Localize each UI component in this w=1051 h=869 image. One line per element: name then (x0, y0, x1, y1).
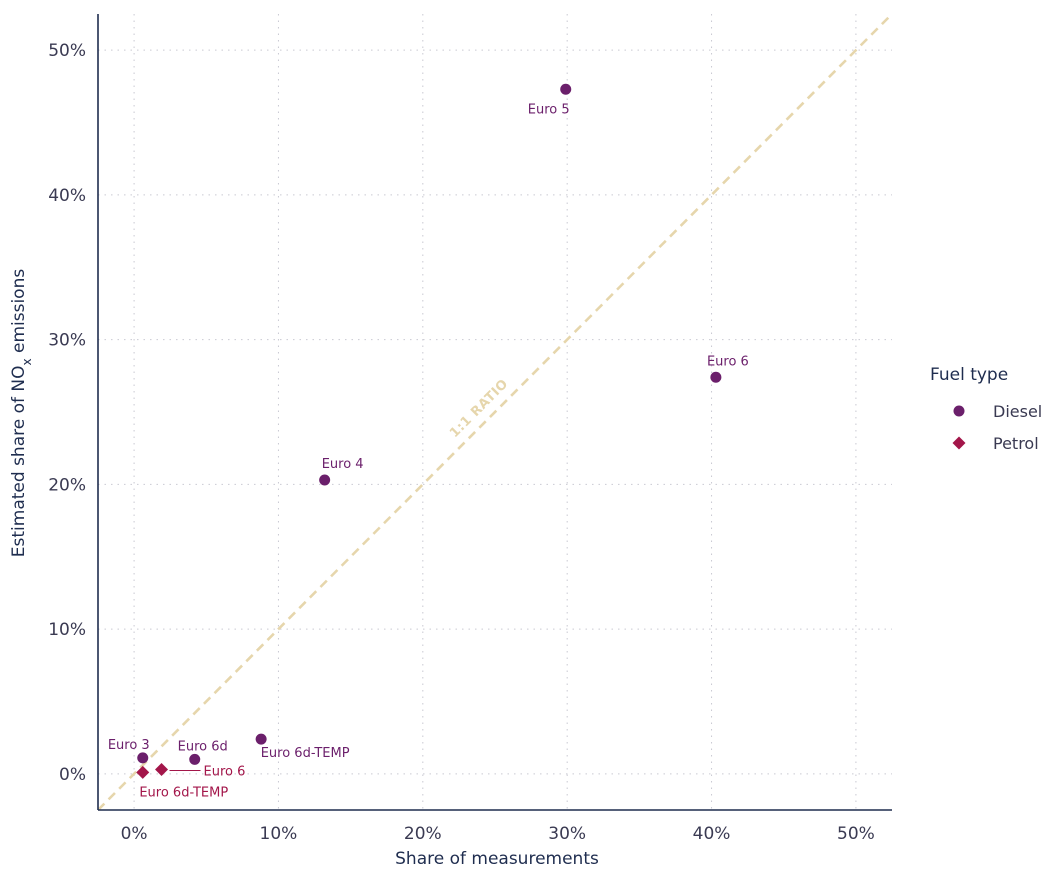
y-tick-label: 0% (59, 765, 86, 785)
reference-line: 1:1 RATIO (97, 13, 893, 811)
x-tick-label: 20% (404, 824, 442, 844)
y-tick-label: 50% (48, 41, 86, 61)
point-diesel (137, 752, 149, 764)
point-labels: Euro 3 Euro 6d Euro 6d-TEMP Euro 4 Euro 5 Eur… (108, 102, 749, 800)
legend-label-diesel: Diesel (993, 402, 1042, 421)
legend-marker-petrol (952, 436, 966, 450)
point-diesel (560, 83, 572, 95)
y-tick-label: 40% (48, 186, 86, 206)
x-tick-label: 0% (121, 824, 148, 844)
y-tick-label: 30% (48, 331, 86, 351)
x-axis-title: Share of measurements (395, 849, 599, 869)
point-petrol (155, 762, 169, 776)
y-tick-label: 20% (48, 475, 86, 495)
axes (97, 14, 892, 811)
grid (98, 14, 892, 810)
point-label: Euro 6d (178, 739, 228, 754)
point-label: Euro 3 (108, 738, 150, 753)
point-diesel (255, 733, 267, 745)
y-tick-label: 10% (48, 620, 86, 640)
data-points (136, 83, 722, 779)
ratio-label: 1:1 RATIO (447, 377, 511, 441)
y-axis-title-subscript: x (20, 358, 34, 365)
point-label: Euro 4 (322, 457, 364, 472)
point-diesel (189, 753, 201, 765)
point-label: Euro 5 (528, 102, 570, 117)
legend: Fuel type Diesel Petrol (930, 365, 1042, 453)
point-label: Euro 6 (204, 764, 246, 779)
y-tick-labels: 0% 10% 20% 30% 40% 50% (48, 41, 86, 785)
point-label: Euro 6d-TEMP (139, 785, 228, 800)
ratio-line (97, 13, 893, 811)
legend-marker-diesel (953, 405, 965, 417)
point-label: Euro 6d-TEMP (261, 746, 350, 761)
point-diesel (710, 371, 722, 383)
x-tick-label: 50% (837, 824, 875, 844)
y-axis-title-suffix: emissions (9, 269, 29, 359)
legend-title: Fuel type (930, 365, 1008, 385)
point-diesel (319, 474, 331, 486)
legend-label-petrol: Petrol (993, 434, 1039, 453)
x-tick-labels: 0% 10% 20% 30% 40% 50% (121, 824, 875, 844)
legend-items: Diesel Petrol (952, 402, 1042, 453)
x-tick-label: 30% (548, 824, 586, 844)
x-tick-label: 10% (260, 824, 298, 844)
point-petrol (136, 765, 150, 779)
y-axis-title-prefix: Estimated share of NO (9, 366, 29, 558)
point-label: Euro 6 (707, 354, 749, 369)
x-tick-label: 40% (693, 824, 731, 844)
y-axis-title: Estimated share of NOx emissions (9, 269, 34, 558)
